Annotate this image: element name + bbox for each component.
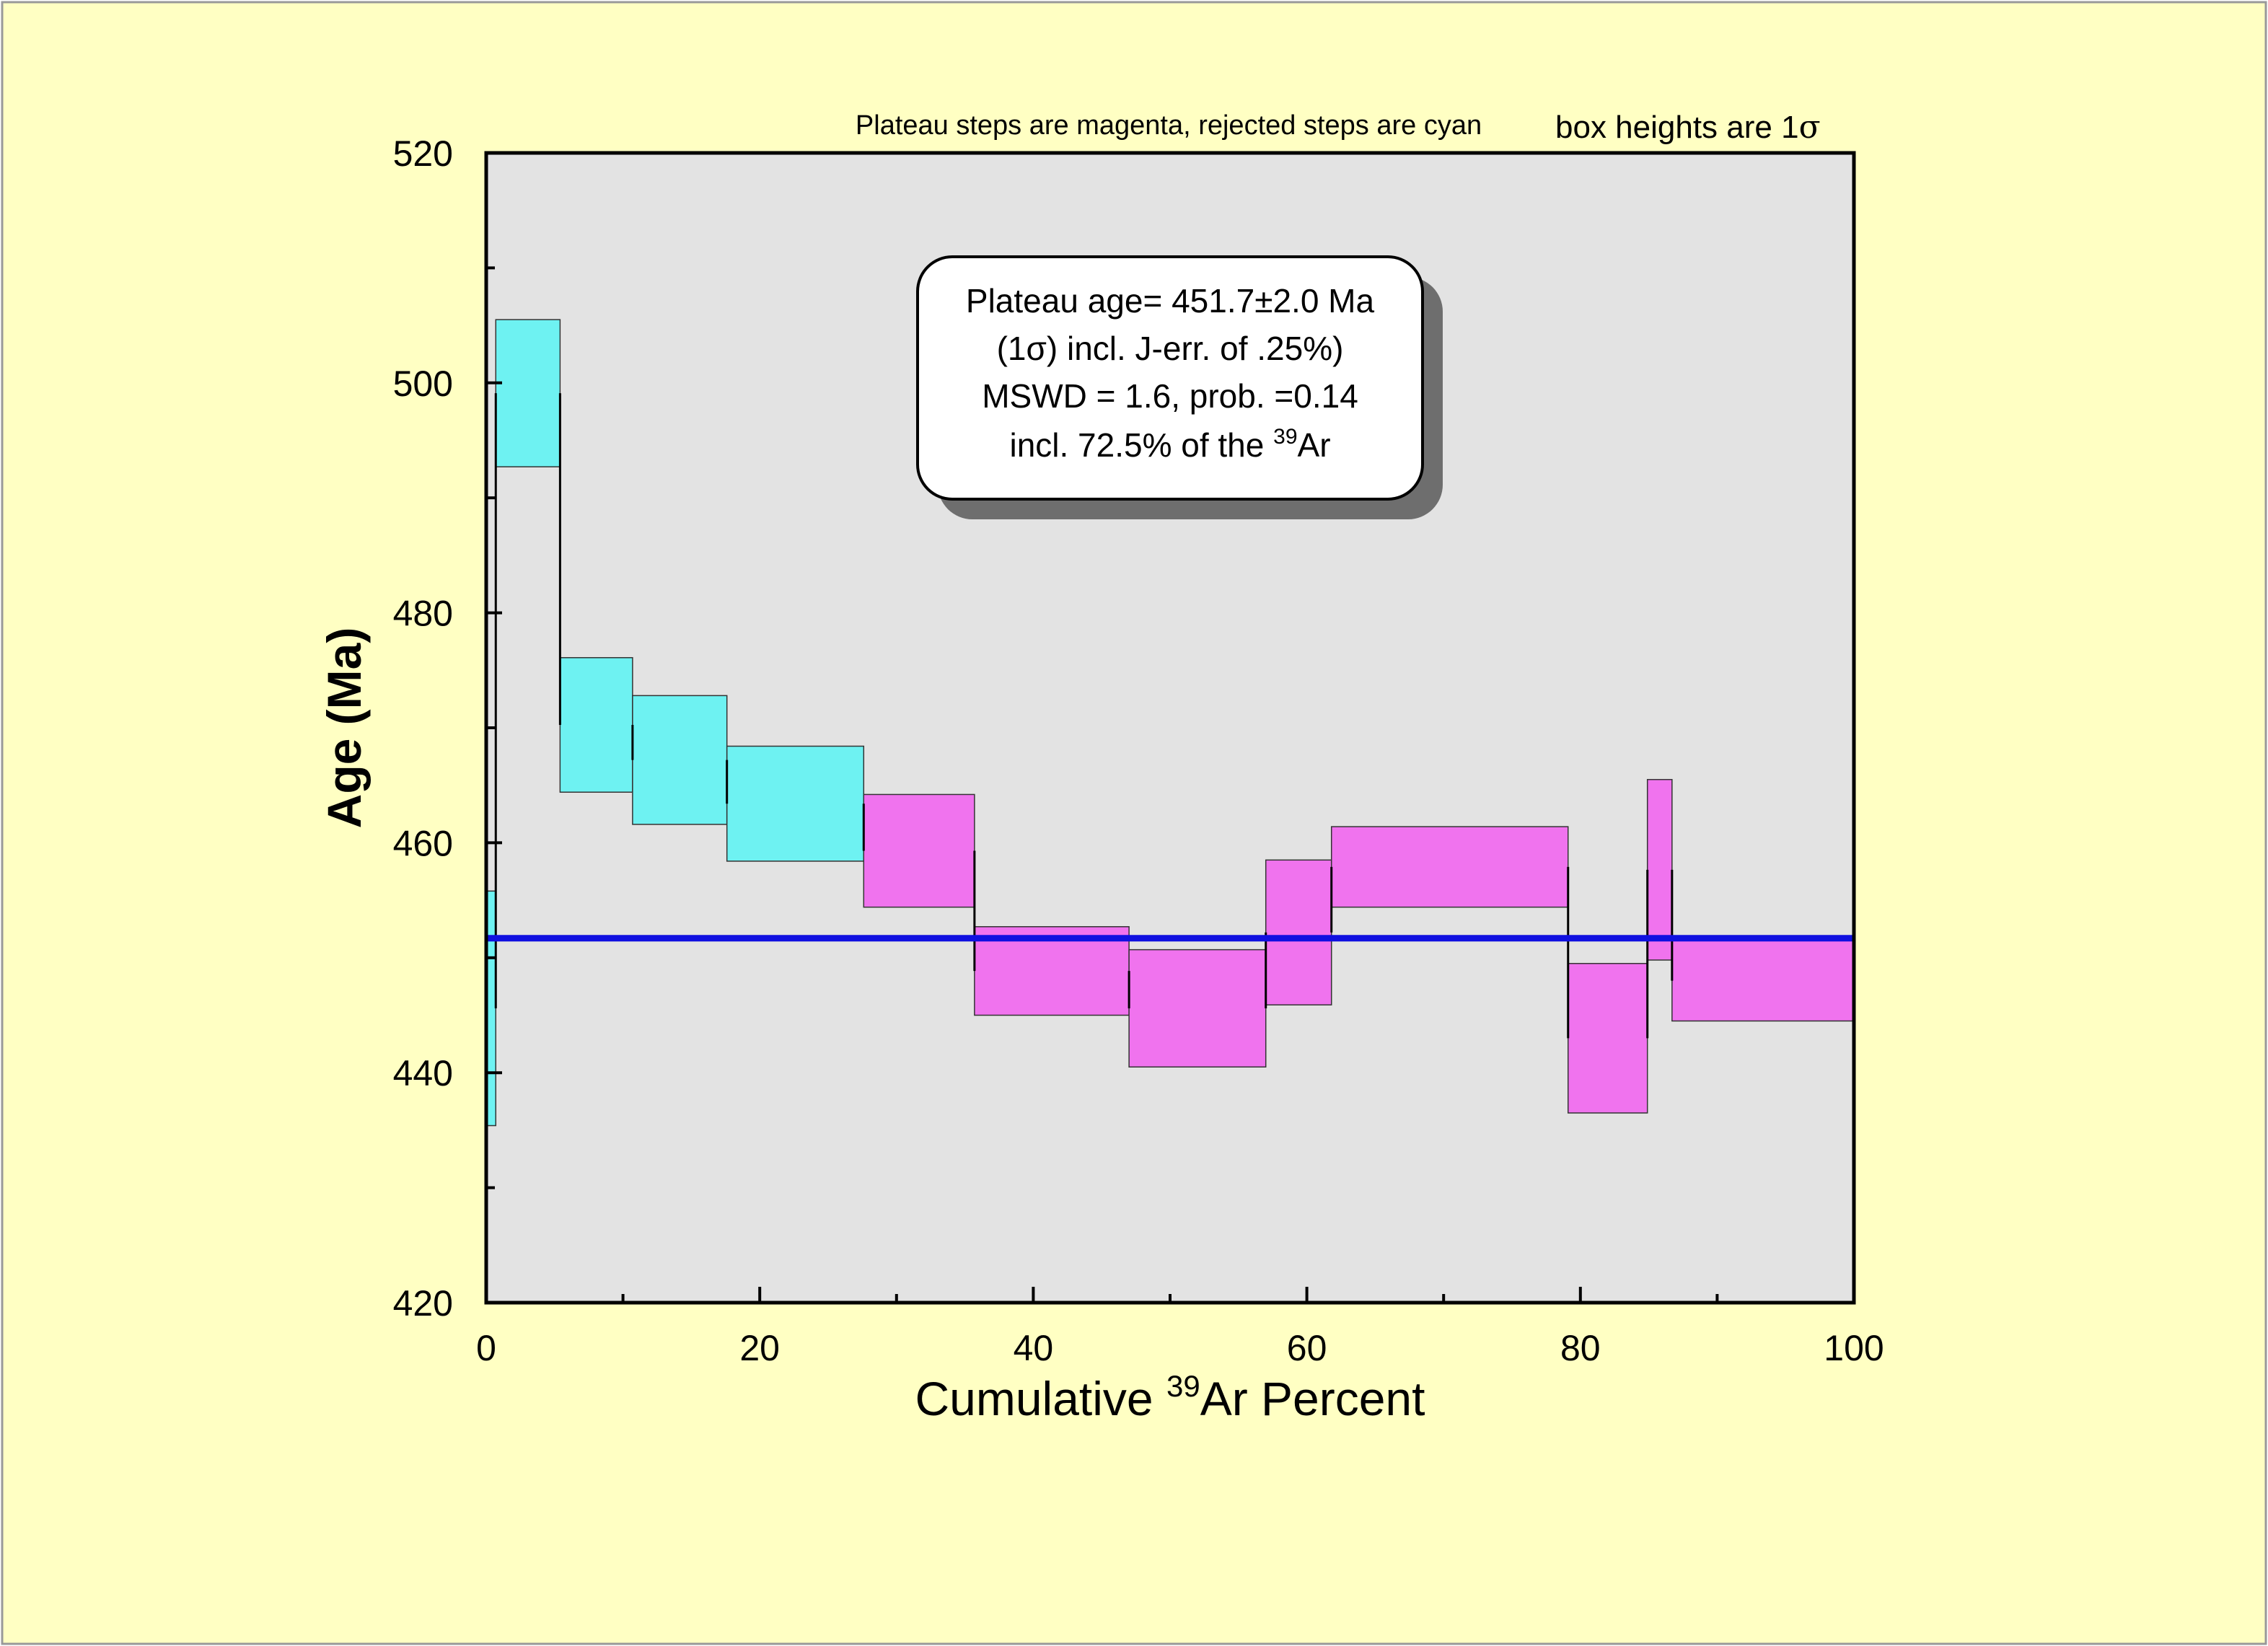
y-tick-label: 420 — [393, 1283, 453, 1324]
y-axis-title: Age (Ma) — [317, 628, 371, 829]
plateau-info-box-panel — [916, 255, 1424, 501]
age-step-9-plateau — [1265, 859, 1332, 1005]
x-tick-label: 100 — [1824, 1328, 1884, 1368]
age-step-6-plateau — [863, 793, 975, 908]
plateau-fraction-prefix: incl. 72.5% of the — [1009, 426, 1273, 464]
x-axis-title-sup: 39 — [1166, 1369, 1200, 1403]
x-tick-label: 20 — [739, 1328, 780, 1368]
plateau-info-box: Plateau age= 451.7±2.0 Ma (1σ) incl. J-e… — [916, 255, 1443, 519]
x-tick-label: 80 — [1560, 1328, 1601, 1368]
header-note-right-text: box heights are 1 — [1555, 110, 1799, 145]
x-axis-title: Cumulative 39Ar Percent — [915, 1369, 1425, 1425]
age-step-8-plateau — [1128, 949, 1267, 1068]
axis-ticks: 0 20 40 60 80 100 420 440 460 480 500 520 — [393, 133, 1884, 1368]
age-step-13-plateau — [1671, 940, 1855, 1022]
age-step-11-plateau — [1567, 963, 1648, 1114]
age-step-10-plateau — [1330, 826, 1569, 908]
plateau-fraction-suffix: Ar — [1298, 426, 1331, 464]
age-step-4-rejected — [632, 695, 728, 825]
age-step-12-plateau — [1646, 778, 1673, 961]
step-connectors — [494, 393, 1674, 1039]
x-tick-label: 40 — [1014, 1328, 1054, 1368]
header-note-left: Plateau steps are magenta, rejected step… — [856, 110, 1482, 141]
x-axis-title-suffix: Ar Percent — [1200, 1372, 1425, 1425]
age-step-5-rejected — [726, 745, 865, 862]
sigma-symbol: σ — [1799, 109, 1821, 146]
y-tick-label: 520 — [393, 133, 453, 174]
x-tick-label: 60 — [1287, 1328, 1327, 1368]
x-tick-label: 0 — [476, 1328, 496, 1368]
plateau-fraction-text: incl. 72.5% of the 39Ar — [1009, 425, 1330, 464]
header-note-right: box heights are 1σ — [1555, 109, 1821, 146]
age-step-3-rejected — [559, 657, 633, 793]
age-steps — [485, 319, 1855, 1127]
x-axis-title-prefix: Cumulative — [915, 1372, 1166, 1425]
y-tick-label: 500 — [393, 364, 453, 404]
plateau-age-text: Plateau age= 451.7±2.0 Ma — [966, 282, 1375, 320]
age-step-7-plateau — [974, 926, 1130, 1016]
y-tick-label: 480 — [393, 594, 453, 634]
y-tick-label: 460 — [393, 823, 453, 863]
plateau-mswd-text: MSWD = 1.6, prob. =0.14 — [982, 377, 1358, 415]
y-tick-label: 440 — [393, 1053, 453, 1093]
plateau-fraction-sup: 39 — [1273, 425, 1297, 449]
age-step-2-rejected — [495, 319, 561, 467]
plateau-error-text: (1σ) incl. J-err. of .25%) — [997, 330, 1344, 367]
